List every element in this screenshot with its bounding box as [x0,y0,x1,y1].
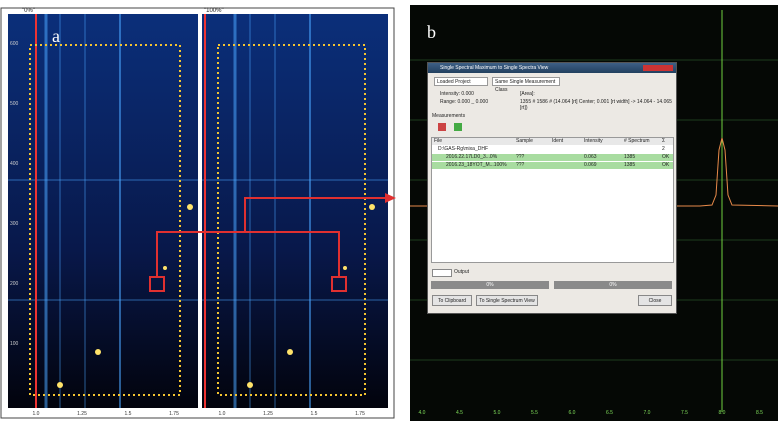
progress: 0% [554,281,672,289]
cell: Σ [662,138,672,145]
cell: ??? [516,162,549,169]
output-toggle[interactable] [432,269,452,277]
intensity: Intensity: 0.000 [440,91,474,97]
tick-label: 1.75 [169,411,179,417]
dialog: Single Spectral Maximum to Single Spectr… [427,62,677,314]
tick-label: 100 [10,341,19,347]
button[interactable]: To Single Spectrum View [476,295,538,306]
tick-label: 5.0 [494,410,501,416]
cell: D:\GAS-Rg\mixa_DHF [438,146,517,153]
cell: Ident [552,138,581,145]
heatmap-right [202,14,388,408]
plot-title: "100%" [204,8,224,14]
tick-label: 1.5 [311,411,318,417]
tool-icon[interactable] [438,123,446,131]
tick-label: 300 [10,221,19,227]
cell: 1385 [624,154,659,161]
cell: 0.069 [584,162,621,169]
panel-label: b [427,22,436,42]
tick-label: 1.5 [125,411,132,417]
tick-label: 1.0 [33,411,40,417]
tick-label: 1.25 [263,411,273,417]
tick-label: 200 [10,281,19,287]
project-select[interactable]: Loaded Project [434,77,488,86]
progress: 0% [431,281,549,289]
range: Range: 0.000 _ 0.000 [440,99,488,105]
class-select[interactable]: Same Single Measurement Class [492,77,560,86]
tick-label: 500 [10,101,19,107]
tick-label: 6.5 [606,410,613,416]
cell: Sample [516,138,549,145]
tick-label: 1.25 [77,411,87,417]
tick-label: 8.0 [719,410,726,416]
cell: File [434,138,513,145]
tick-label: 1.0 [219,411,226,417]
tick-label: 1.75 [355,411,365,417]
cell: OK [662,154,672,161]
tick-label: 5.5 [531,410,538,416]
button[interactable]: To Clipboard [432,295,472,306]
cell: ??? [516,154,549,161]
cell: 2016.22.17LD0_3...0% [446,154,525,161]
area-value: 1355 # 1586 # (14.064 [rt] Center; 0.001… [520,99,676,111]
tick-label: 600 [10,41,19,47]
cell: 2 [662,146,672,153]
cell: OK [662,162,672,169]
panel-label: a [52,26,60,46]
page: 1.0 1.25 1.5 1.75 1.0 1.25 1.5 1.75 600 500 400 300… [0,0,778,421]
tick-label: 7.5 [681,410,688,416]
cell: # Spectrum [624,138,659,145]
cell: 1385 [624,162,659,169]
tick-label: 4.0 [419,410,426,416]
tick-label: 7.0 [644,410,651,416]
output-label: Output [454,269,469,275]
button[interactable]: Close [638,295,672,306]
window-controls[interactable] [643,65,673,71]
section: Measurements [432,113,465,119]
tool-icon[interactable] [454,123,462,131]
tick-label: 4.5 [456,410,463,416]
cell: 2016.23_18YOT_M...100% [446,162,525,169]
tick-label: 8.5 [756,410,763,416]
dialog-title: Single Spectral Maximum to Single Spectr… [428,63,676,73]
tick-label: 6.0 [569,410,576,416]
area-label: [Area]: [520,91,535,97]
plot-title: "0%" [22,8,35,14]
cell: Intensity [584,138,621,145]
cell: 0.063 [584,154,621,161]
tick-label: 400 [10,161,19,167]
